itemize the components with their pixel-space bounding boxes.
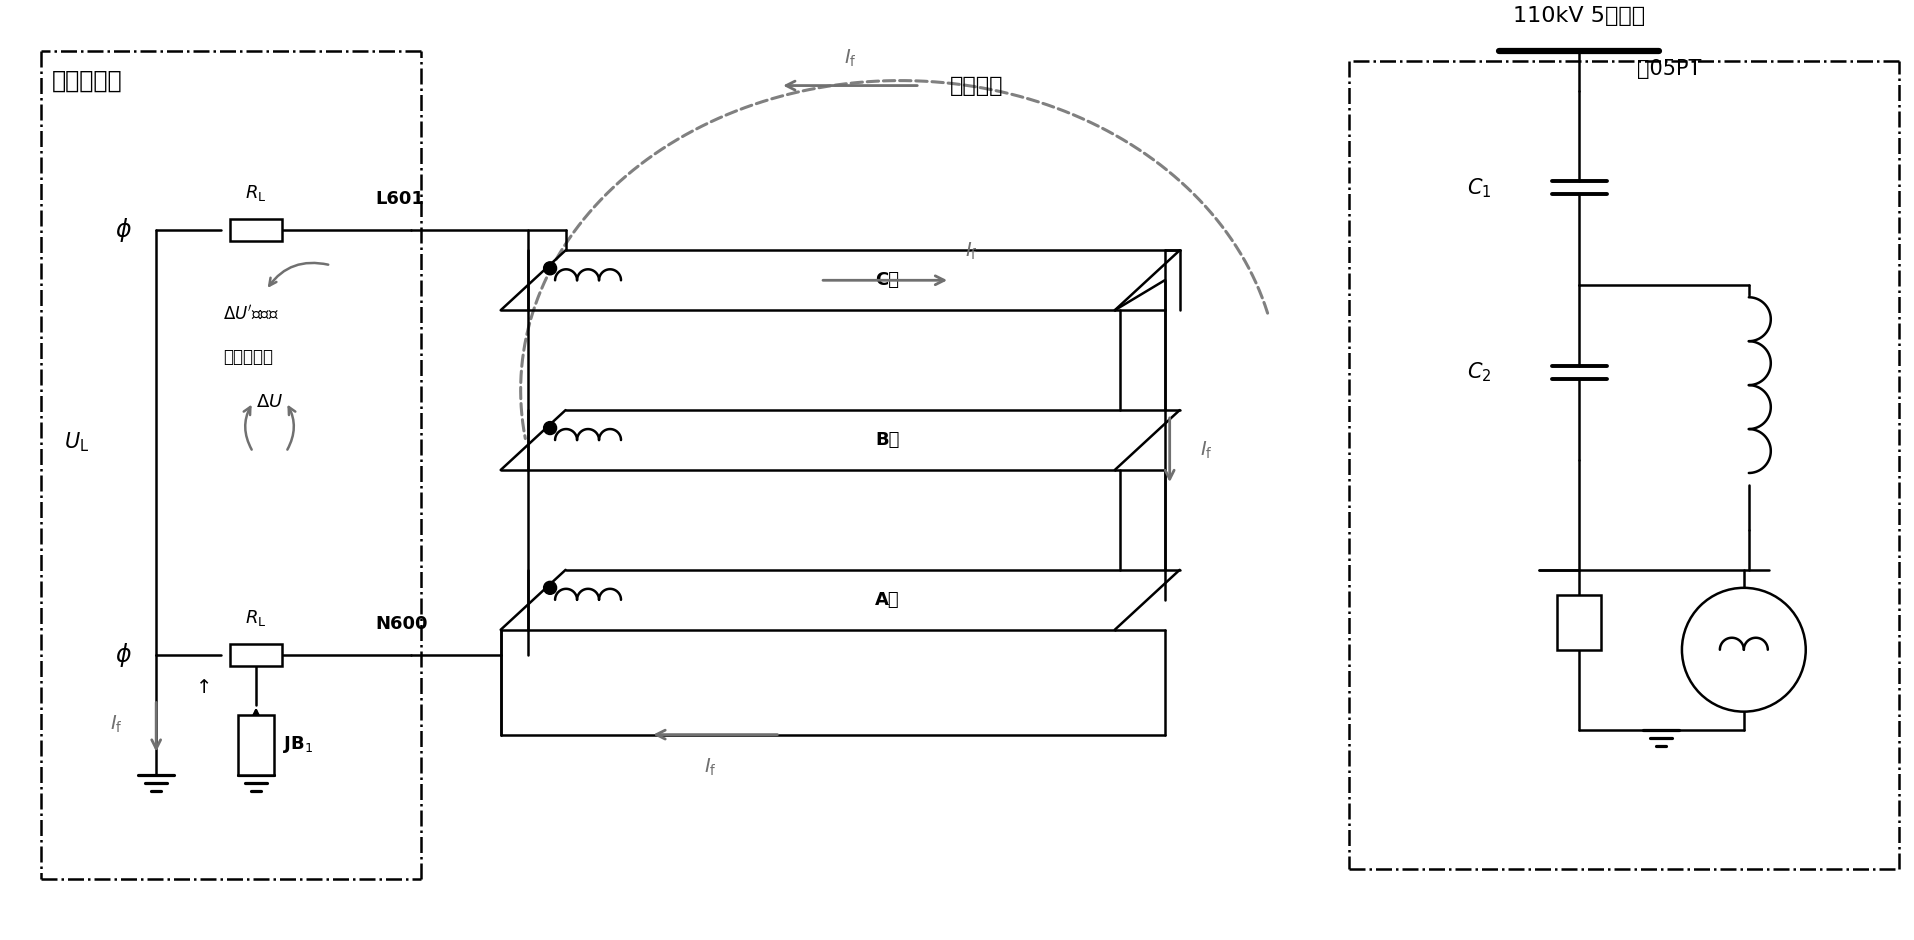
- Text: $\phi$: $\phi$: [115, 216, 132, 244]
- Text: $I_{\rm f}$: $I_{\rm f}$: [844, 47, 856, 69]
- Text: $\uparrow$: $\uparrow$: [191, 678, 211, 697]
- Circle shape: [544, 421, 557, 434]
- Text: $R_{\rm L}$: $R_{\rm L}$: [245, 608, 266, 628]
- Bar: [230, 219, 281, 242]
- Text: $\phi$: $\phi$: [115, 641, 132, 668]
- Text: $R_{\rm L}$: $R_{\rm L}$: [245, 183, 266, 203]
- Text: 互05PT: 互05PT: [1636, 58, 1700, 79]
- Text: B相: B相: [875, 431, 900, 449]
- Text: $U_{\rm L}$: $U_{\rm L}$: [63, 431, 88, 454]
- Text: 绕组压降）: 绕组压降）: [222, 348, 274, 367]
- Text: $C_2$: $C_2$: [1466, 361, 1491, 384]
- Bar: [237, 714, 274, 775]
- Bar: [230, 644, 281, 666]
- Text: L601: L601: [375, 191, 425, 209]
- Text: JB$_1$: JB$_1$: [283, 734, 314, 755]
- Text: A相: A相: [875, 591, 900, 609]
- Circle shape: [544, 262, 557, 274]
- Text: 绝缘击穿: 绝缘击穿: [949, 75, 1003, 96]
- Circle shape: [1680, 588, 1805, 712]
- Text: N600: N600: [375, 615, 429, 633]
- Text: $\Delta U$: $\Delta U$: [256, 393, 283, 411]
- Circle shape: [544, 581, 557, 594]
- Text: $I_{\rm f}$: $I_{\rm f}$: [704, 757, 716, 778]
- Text: 电压并列柜: 电压并列柜: [52, 69, 122, 93]
- Text: 110kV 5号母线: 110kV 5号母线: [1512, 6, 1644, 25]
- Bar: [1556, 595, 1600, 650]
- Text: $\Delta U'$（二次: $\Delta U'$（二次: [222, 306, 279, 323]
- Text: C相: C相: [875, 272, 900, 290]
- Text: $I_{\rm f}$: $I_{\rm f}$: [1198, 439, 1212, 461]
- Text: $I_{\rm f}$: $I_{\rm f}$: [109, 714, 122, 735]
- Text: $C_1$: $C_1$: [1466, 176, 1491, 199]
- Text: $I_{\rm f}$: $I_{\rm f}$: [965, 241, 978, 262]
